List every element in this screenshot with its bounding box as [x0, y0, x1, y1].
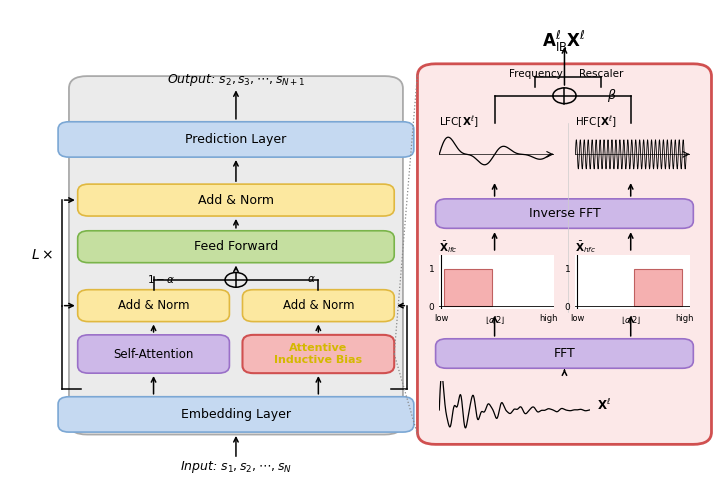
Text: $\bar{\mathbf{X}}_{lfc}$: $\bar{\mathbf{X}}_{lfc}$	[439, 240, 458, 255]
FancyBboxPatch shape	[436, 339, 693, 368]
Text: Self-Attention: Self-Attention	[113, 348, 194, 360]
Text: $\mathrm{HFC}[\mathbf{X}^{\ell}]$: $\mathrm{HFC}[\mathbf{X}^{\ell}]$	[576, 114, 617, 130]
FancyBboxPatch shape	[69, 76, 403, 435]
Text: $\mathbf{X}^{\ell}$: $\mathbf{X}^{\ell}$	[597, 398, 611, 412]
Bar	[634, 269, 682, 306]
Text: FFT: FFT	[554, 347, 575, 360]
FancyBboxPatch shape	[78, 231, 394, 263]
Text: Add & Norm: Add & Norm	[282, 299, 354, 312]
Text: Rescaler: Rescaler	[579, 69, 623, 79]
Text: $\alpha$: $\alpha$	[307, 274, 315, 284]
Text: Add & Norm: Add & Norm	[198, 193, 274, 207]
Text: Output: $s_2, s_3, \cdots, s_{N+1}$: Output: $s_2, s_3, \cdots, s_{N+1}$	[166, 72, 306, 88]
Text: $\beta$: $\beta$	[607, 87, 616, 104]
FancyBboxPatch shape	[436, 199, 693, 228]
Text: Embedding Layer: Embedding Layer	[181, 408, 291, 421]
Text: Add & Norm: Add & Norm	[118, 299, 189, 312]
FancyBboxPatch shape	[78, 184, 394, 216]
FancyBboxPatch shape	[242, 290, 394, 322]
Text: Input: $s_1, s_2, \cdots, s_N$: Input: $s_1, s_2, \cdots, s_N$	[180, 460, 292, 475]
Text: Frequency: Frequency	[508, 69, 563, 79]
Text: $\mathrm{LFC}[\mathbf{X}^{\ell}]$: $\mathrm{LFC}[\mathbf{X}^{\ell}]$	[439, 114, 479, 130]
FancyBboxPatch shape	[417, 64, 711, 444]
FancyBboxPatch shape	[78, 290, 229, 322]
FancyBboxPatch shape	[242, 335, 394, 373]
Text: $\mathbf{A}^{\ell}_{\mathrm{IB}}\mathbf{X}^{\ell}$: $\mathbf{A}^{\ell}_{\mathrm{IB}}\mathbf{…	[542, 29, 587, 55]
Text: Feed Forward: Feed Forward	[194, 240, 278, 253]
Text: $L\times$: $L\times$	[31, 248, 53, 262]
Text: $1 - \alpha$: $1 - \alpha$	[147, 273, 175, 285]
Text: Prediction Layer: Prediction Layer	[185, 133, 287, 146]
Text: Attentive
Inductive Bias: Attentive Inductive Bias	[274, 343, 362, 365]
FancyBboxPatch shape	[58, 397, 414, 432]
FancyBboxPatch shape	[58, 122, 414, 157]
Bar	[444, 269, 492, 306]
Text: Inverse FFT: Inverse FFT	[529, 207, 600, 220]
FancyBboxPatch shape	[78, 335, 229, 373]
Text: $\bar{\mathbf{X}}_{hfc}$: $\bar{\mathbf{X}}_{hfc}$	[576, 240, 597, 255]
